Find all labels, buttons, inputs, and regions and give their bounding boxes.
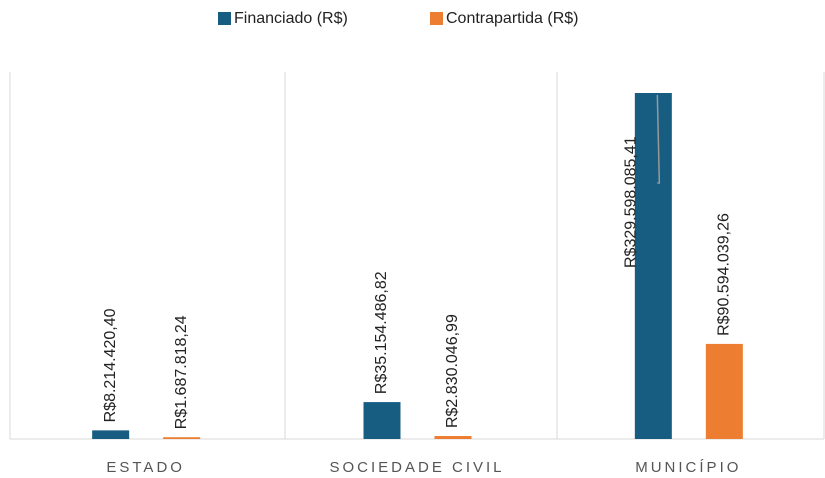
data-label: R$2.830.046,99 bbox=[444, 314, 461, 428]
legend-label: Financiado (R$) bbox=[234, 10, 348, 27]
legend-swatch bbox=[218, 12, 231, 25]
data-label: R$90.594.039,26 bbox=[716, 213, 733, 336]
data-label: R$329.598.085,41 bbox=[623, 136, 640, 268]
legend-label: Contrapartida (R$) bbox=[446, 10, 579, 27]
bar bbox=[163, 437, 201, 439]
bar bbox=[705, 343, 743, 439]
bar bbox=[92, 430, 130, 439]
bar bbox=[363, 402, 401, 439]
data-label: R$8.214.420,40 bbox=[102, 308, 119, 422]
x-tick-label: SOCIEDADE CIVIL bbox=[329, 459, 504, 476]
x-tick-label: ESTADO bbox=[106, 459, 185, 476]
legend-swatch bbox=[430, 12, 443, 25]
x-tick-label: MUNICÍPIO bbox=[635, 459, 741, 476]
bar bbox=[634, 93, 672, 439]
data-label: R$35.154.486,82 bbox=[373, 271, 390, 394]
data-label: R$1.687.818,24 bbox=[173, 315, 190, 429]
bar bbox=[434, 436, 472, 439]
leader-line bbox=[656, 94, 661, 184]
